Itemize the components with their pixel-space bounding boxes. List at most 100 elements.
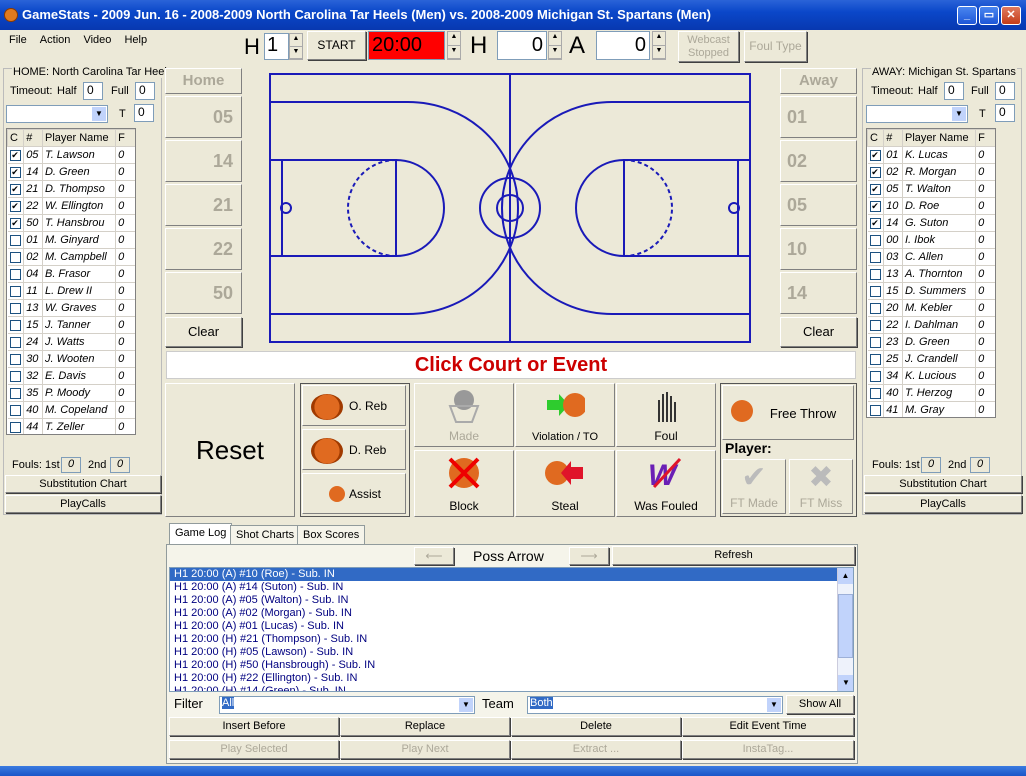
- home-score-spinner[interactable]: ▲ ▼: [548, 31, 562, 60]
- steal-button[interactable]: Steal: [515, 450, 615, 517]
- delete-button[interactable]: Delete: [511, 717, 681, 736]
- on-court-checkbox[interactable]: ✔: [10, 150, 21, 161]
- home-team-button[interactable]: Home: [165, 68, 242, 94]
- log-entry[interactable]: H1 20:00 (H) #14 (Green) - Sub. IN: [170, 685, 853, 692]
- home-clear-button[interactable]: Clear: [165, 317, 242, 347]
- away-score-spinner[interactable]: ▲ ▼: [652, 31, 666, 60]
- away-roster-row[interactable]: 03 C. Allen 0: [868, 249, 997, 266]
- scroll-down-icon[interactable]: ▼: [838, 675, 854, 691]
- close-button[interactable]: ✕: [1001, 6, 1021, 25]
- menu-video[interactable]: Video: [78, 30, 116, 50]
- on-court-checkbox[interactable]: [10, 269, 21, 280]
- away-roster-row[interactable]: 25 J. Crandell 0: [868, 351, 997, 368]
- menu-action[interactable]: Action: [35, 30, 76, 50]
- on-court-checkbox[interactable]: [10, 422, 21, 433]
- home-roster-row[interactable]: 24 J. Watts 0: [8, 334, 137, 351]
- was-fouled-button[interactable]: W Was Fouled: [616, 450, 716, 517]
- home-roster-row[interactable]: ✔ 50 T. Hansbrou 0: [8, 215, 137, 232]
- menu-help[interactable]: Help: [119, 30, 152, 50]
- away-roster-row[interactable]: ✔ 10 D. Roe 0: [868, 198, 997, 215]
- scroll-thumb[interactable]: [838, 594, 853, 658]
- home-oncourt-player-3[interactable]: 21: [165, 184, 242, 226]
- on-court-checkbox[interactable]: [10, 252, 21, 263]
- assist-button[interactable]: Assist: [302, 473, 406, 514]
- on-court-checkbox[interactable]: [870, 371, 881, 382]
- foul-type-button[interactable]: Foul Type: [744, 31, 807, 62]
- on-court-checkbox[interactable]: [10, 235, 21, 246]
- on-court-checkbox[interactable]: [10, 286, 21, 297]
- on-court-checkbox[interactable]: [870, 235, 881, 246]
- log-entry[interactable]: H1 20:00 (A) #14 (Suton) - Sub. IN: [170, 581, 853, 594]
- on-court-checkbox[interactable]: [10, 354, 21, 365]
- on-court-checkbox[interactable]: ✔: [10, 218, 21, 229]
- away-roster-header[interactable]: Player Name: [902, 130, 975, 147]
- on-court-checkbox[interactable]: [870, 405, 881, 416]
- poss-arrow-left-button[interactable]: ⟵: [414, 547, 454, 565]
- away-score-input[interactable]: 0: [596, 31, 650, 60]
- log-entry[interactable]: H1 20:00 (H) #50 (Hansbrough) - Sub. IN: [170, 659, 853, 672]
- home-roster-row[interactable]: 01 M. Ginyard 0: [8, 232, 137, 249]
- log-entry[interactable]: H1 20:00 (H) #21 (Thompson) - Sub. IN: [170, 633, 853, 646]
- home-roster-header[interactable]: C: [8, 130, 24, 147]
- menu-file[interactable]: File: [4, 30, 32, 50]
- away-oncourt-player-4[interactable]: 10: [780, 228, 857, 270]
- on-court-checkbox[interactable]: [10, 337, 21, 348]
- on-court-checkbox[interactable]: [10, 388, 21, 399]
- home-roster-header[interactable]: Player Name: [42, 130, 115, 147]
- home-t-input[interactable]: 0: [134, 104, 154, 122]
- on-court-checkbox[interactable]: [10, 320, 21, 331]
- home-roster-row[interactable]: 35 P. Moody 0: [8, 385, 137, 402]
- team-select[interactable]: Both ▼: [527, 696, 783, 714]
- ft-miss-button[interactable]: ✖ FT Miss: [789, 459, 853, 514]
- on-court-checkbox[interactable]: [870, 303, 881, 314]
- on-court-checkbox[interactable]: [870, 320, 881, 331]
- away-clear-button[interactable]: Clear: [780, 317, 857, 347]
- defensive-rebound-button[interactable]: D. Reb: [302, 429, 406, 470]
- on-court-checkbox[interactable]: [870, 269, 881, 280]
- home-oncourt-player-5[interactable]: 50: [165, 272, 242, 314]
- away-team-button[interactable]: Away: [780, 68, 857, 94]
- on-court-checkbox[interactable]: [10, 371, 21, 382]
- ft-made-button[interactable]: ✔ FT Made: [722, 459, 786, 514]
- on-court-checkbox[interactable]: [870, 286, 881, 297]
- log-entry[interactable]: H1 20:00 (H) #05 (Lawson) - Sub. IN: [170, 646, 853, 659]
- made-button[interactable]: Made: [414, 383, 514, 447]
- log-entry[interactable]: H1 20:00 (A) #10 (Roe) - Sub. IN: [170, 568, 853, 581]
- home-roster-row[interactable]: ✔ 05 T. Lawson 0: [8, 147, 137, 164]
- away-roster[interactable]: C # Player Name F ✔ 01 K. Lucas 0 ✔ 02 R. Morgan 0 ✔…: [866, 128, 996, 418]
- on-court-checkbox[interactable]: ✔: [10, 201, 21, 212]
- home-roster-row[interactable]: 15 J. Tanner 0: [8, 317, 137, 334]
- minimize-button[interactable]: _: [957, 6, 977, 25]
- on-court-checkbox[interactable]: [870, 252, 881, 263]
- scroll-up-icon[interactable]: ▲: [838, 568, 853, 584]
- start-button[interactable]: START: [307, 31, 366, 60]
- away-roster-row[interactable]: 00 I. Ibok 0: [868, 232, 997, 249]
- basketball-court[interactable]: [268, 72, 752, 344]
- log-entry[interactable]: H1 20:00 (A) #02 (Morgan) - Sub. IN: [170, 607, 853, 620]
- on-court-checkbox[interactable]: ✔: [870, 201, 881, 212]
- away-roster-row[interactable]: 13 A. Thornton 0: [868, 266, 997, 283]
- on-court-checkbox[interactable]: ✔: [870, 150, 881, 161]
- tab-game-log[interactable]: Game Log: [169, 523, 232, 545]
- instatag-button[interactable]: InstaTag...: [682, 740, 854, 759]
- away-full-timeouts[interactable]: 0: [995, 82, 1015, 100]
- away-roster-row[interactable]: 22 I. Dahlman 0: [868, 317, 997, 334]
- away-roster-row[interactable]: 23 D. Green 0: [868, 334, 997, 351]
- away-lineup-select[interactable]: ▼: [866, 105, 968, 123]
- home-roster-row[interactable]: 40 M. Copeland 0: [8, 402, 137, 419]
- offensive-rebound-button[interactable]: O. Reb: [302, 385, 406, 426]
- play-selected-button[interactable]: Play Selected: [169, 740, 339, 759]
- log-entry[interactable]: H1 20:00 (A) #05 (Walton) - Sub. IN: [170, 594, 853, 607]
- home-substitution-chart-button[interactable]: Substitution Chart: [5, 475, 161, 493]
- violation-button[interactable]: Violation / TO: [515, 383, 615, 447]
- poss-arrow-right-button[interactable]: ⟶: [569, 547, 609, 565]
- block-button[interactable]: Block: [414, 450, 514, 517]
- away-playcalls-button[interactable]: PlayCalls: [864, 495, 1022, 513]
- away-roster-row[interactable]: ✔ 02 R. Morgan 0: [868, 164, 997, 181]
- home-playcalls-button[interactable]: PlayCalls: [5, 495, 161, 513]
- insert-before-button[interactable]: Insert Before: [169, 717, 339, 736]
- log-scrollbar[interactable]: ▲ ▼: [837, 568, 853, 691]
- away-roster-row[interactable]: 41 M. Gray 0: [868, 402, 997, 419]
- home-roster-row[interactable]: ✔ 14 D. Green 0: [8, 164, 137, 181]
- home-roster-row[interactable]: 04 B. Frasor 0: [8, 266, 137, 283]
